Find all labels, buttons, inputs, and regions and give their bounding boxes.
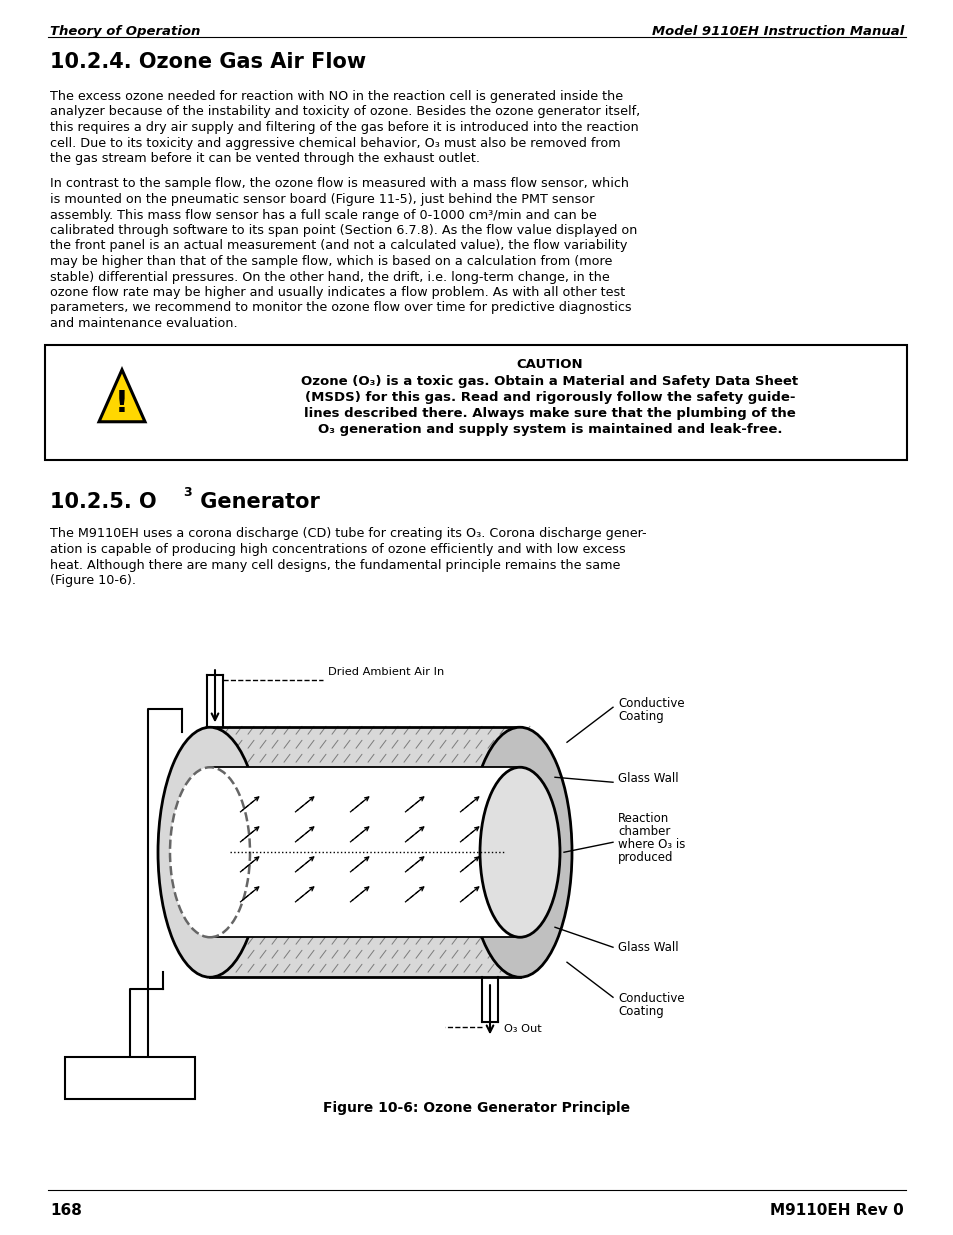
Text: ation is capable of producing high concentrations of ozone efficiently and with : ation is capable of producing high conce…: [50, 543, 625, 556]
Text: Reaction: Reaction: [618, 813, 669, 825]
Text: is mounted on the pneumatic sensor board (Figure 11-5), just behind the PMT sens: is mounted on the pneumatic sensor board…: [50, 193, 594, 206]
Text: The M9110EH uses a corona discharge (CD) tube for creating its O₃. Corona discha: The M9110EH uses a corona discharge (CD)…: [50, 527, 646, 541]
Text: (Figure 10-6).: (Figure 10-6).: [50, 574, 136, 587]
Polygon shape: [210, 767, 519, 937]
Text: Figure 10-6: Ozone Generator Principle: Figure 10-6: Ozone Generator Principle: [323, 1100, 630, 1115]
Text: Conductive: Conductive: [618, 698, 684, 710]
Text: the gas stream before it can be vented through the exhaust outlet.: the gas stream before it can be vented t…: [50, 152, 479, 165]
Ellipse shape: [170, 767, 250, 937]
Text: Glass Wall: Glass Wall: [618, 941, 678, 955]
Polygon shape: [99, 369, 145, 422]
Text: 10.2.4. Ozone Gas Air Flow: 10.2.4. Ozone Gas Air Flow: [50, 52, 366, 72]
Text: where O₃ is: where O₃ is: [618, 839, 684, 851]
Text: (approx. 10000 V AC): (approx. 10000 V AC): [74, 1082, 186, 1092]
Text: Theory of Operation: Theory of Operation: [50, 25, 200, 38]
FancyBboxPatch shape: [65, 1057, 194, 1099]
Text: Ozone (O₃) is a toxic gas. Obtain a Material and Safety Data Sheet: Ozone (O₃) is a toxic gas. Obtain a Mate…: [301, 375, 798, 389]
Text: and maintenance evaluation.: and maintenance evaluation.: [50, 317, 237, 330]
Text: 10.2.5. O: 10.2.5. O: [50, 492, 156, 511]
Text: produced: produced: [618, 851, 673, 864]
Ellipse shape: [479, 767, 559, 937]
Text: Coating: Coating: [618, 710, 663, 724]
Text: 168: 168: [50, 1203, 82, 1218]
Text: Glass Wall: Glass Wall: [618, 772, 678, 785]
Text: Coating: Coating: [618, 1005, 663, 1018]
Text: assembly. This mass flow sensor has a full scale range of 0-1000 cm³/min and can: assembly. This mass flow sensor has a fu…: [50, 209, 597, 221]
Text: analyzer because of the instability and toxicity of ozone. Besides the ozone gen: analyzer because of the instability and …: [50, 105, 639, 119]
Text: Generator: Generator: [193, 492, 319, 511]
Text: this requires a dry air supply and filtering of the gas before it is introduced : this requires a dry air supply and filte…: [50, 121, 639, 135]
Text: O₃ generation and supply system is maintained and leak-free.: O₃ generation and supply system is maint…: [317, 424, 781, 436]
FancyBboxPatch shape: [45, 345, 906, 459]
Polygon shape: [210, 727, 519, 977]
Text: lines described there. Always make sure that the plumbing of the: lines described there. Always make sure …: [304, 408, 795, 420]
Text: cell. Due to its toxicity and aggressive chemical behavior, O₃ must also be remo: cell. Due to its toxicity and aggressive…: [50, 137, 620, 149]
Text: Power Supply: Power Supply: [92, 1067, 168, 1077]
Text: may be higher than that of the sample flow, which is based on a calculation from: may be higher than that of the sample fl…: [50, 254, 612, 268]
Text: Dried Ambient Air In: Dried Ambient Air In: [328, 667, 444, 677]
Text: the front panel is an actual measurement (and not a calculated value), the flow : the front panel is an actual measurement…: [50, 240, 627, 252]
Text: Model 9110EH Instruction Manual: Model 9110EH Instruction Manual: [651, 25, 903, 38]
Text: !: !: [115, 389, 129, 419]
Text: Conductive: Conductive: [618, 992, 684, 1005]
Text: heat. Although there are many cell designs, the fundamental principle remains th: heat. Although there are many cell desig…: [50, 558, 619, 572]
Text: calibrated through software to its span point (Section 6.7.8). As the flow value: calibrated through software to its span …: [50, 224, 637, 237]
Text: M9110EH Rev 0: M9110EH Rev 0: [769, 1203, 903, 1218]
Text: In contrast to the sample flow, the ozone flow is measured with a mass flow sens: In contrast to the sample flow, the ozon…: [50, 178, 628, 190]
Text: CAUTION: CAUTION: [517, 358, 582, 372]
Text: parameters, we recommend to monitor the ozone flow over time for predictive diag: parameters, we recommend to monitor the …: [50, 301, 631, 315]
Ellipse shape: [468, 727, 572, 977]
Text: (MSDS) for this gas. Read and rigorously follow the safety guide-: (MSDS) for this gas. Read and rigorously…: [304, 391, 795, 405]
Text: 3: 3: [183, 485, 192, 499]
Text: The excess ozone needed for reaction with NO in the reaction cell is generated i: The excess ozone needed for reaction wit…: [50, 90, 622, 103]
Ellipse shape: [158, 727, 262, 977]
Text: stable) differential pressures. On the other hand, the drift, i.e. long-term cha: stable) differential pressures. On the o…: [50, 270, 609, 284]
Text: chamber: chamber: [618, 825, 670, 839]
Text: ozone flow rate may be higher and usually indicates a flow problem. As with all : ozone flow rate may be higher and usuall…: [50, 287, 624, 299]
Text: O₃ Out: O₃ Out: [503, 1024, 541, 1034]
